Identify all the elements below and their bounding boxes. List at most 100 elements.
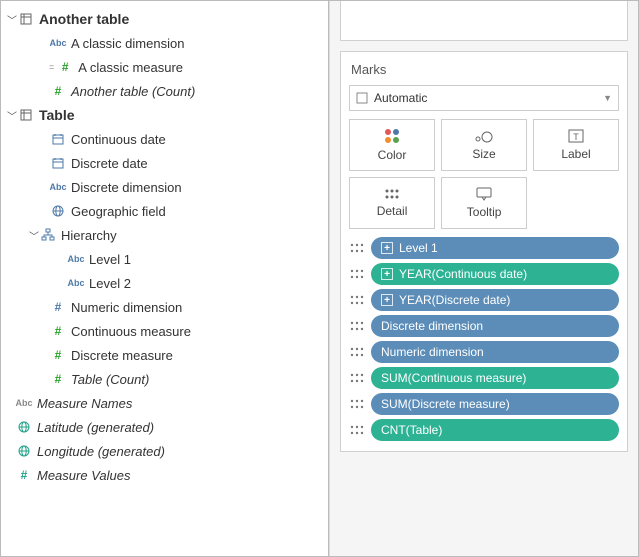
marks-type-dropdown[interactable]: Automatic ▼ — [349, 85, 619, 111]
field-row[interactable]: Continuous date — [1, 127, 328, 151]
expand-plus-icon[interactable]: + — [381, 268, 393, 280]
field-label: Measure Names — [33, 396, 132, 411]
marks-detail-button[interactable]: Detail — [349, 177, 435, 229]
field-pill[interactable]: SUM(Discrete measure) — [371, 393, 619, 415]
field-pill[interactable]: + YEAR(Continuous date) — [371, 263, 619, 285]
abc-icon: Abc — [67, 278, 85, 288]
automatic-icon — [356, 92, 368, 104]
field-row[interactable]: # Measure Values — [1, 463, 328, 487]
collapse-icon: ﹀ — [7, 108, 17, 123]
field-row[interactable]: # Table (Count) — [1, 367, 328, 391]
detail-icon — [349, 240, 365, 256]
field-row[interactable]: Abc Level 2 — [1, 271, 328, 295]
table-header[interactable]: ﹀ Another table — [1, 7, 328, 31]
field-pill[interactable]: SUM(Continuous measure) — [371, 367, 619, 389]
pill-row: + Level 1 — [349, 237, 619, 259]
number-icon: # — [49, 348, 67, 362]
pill-row: SUM(Continuous measure) — [349, 367, 619, 389]
pill-label: SUM(Discrete measure) — [381, 397, 510, 411]
detail-icon — [384, 188, 400, 200]
field-label: A classic measure — [74, 60, 183, 75]
field-pill[interactable]: + Level 1 — [371, 237, 619, 259]
field-row[interactable]: Latitude (generated) — [1, 415, 328, 439]
marks-color-button[interactable]: Color — [349, 119, 435, 171]
field-row[interactable]: Abc Level 1 — [1, 247, 328, 271]
marks-tooltip-button[interactable]: Tooltip — [441, 177, 527, 229]
globe-icon — [15, 445, 33, 457]
pill-label: SUM(Continuous measure) — [381, 371, 526, 385]
table-name: Another table — [35, 11, 129, 27]
abc-icon: Abc — [15, 398, 33, 408]
field-label: Table (Count) — [67, 372, 149, 387]
pill-label: Level 1 — [399, 241, 438, 255]
field-row[interactable]: # Continuous measure — [1, 319, 328, 343]
field-label: Geographic field — [67, 204, 166, 219]
number-icon: # — [49, 324, 67, 338]
field-label: Continuous date — [67, 132, 166, 147]
field-label: Discrete dimension — [67, 180, 182, 195]
table-header[interactable]: ﹀ Table — [1, 103, 328, 127]
pill-row: CNT(Table) — [349, 419, 619, 441]
field-row[interactable]: =# A classic measure — [1, 55, 328, 79]
field-pill[interactable]: Numeric dimension — [371, 341, 619, 363]
size-icon — [474, 129, 494, 143]
detail-icon — [349, 422, 365, 438]
date-icon — [49, 157, 67, 169]
pill-label: Discrete dimension — [381, 319, 483, 333]
number-icon: # — [49, 300, 67, 314]
field-row[interactable]: Abc Discrete dimension — [1, 175, 328, 199]
field-row[interactable]: Geographic field — [1, 199, 328, 223]
field-label: Numeric dimension — [67, 300, 182, 315]
detail-icon — [349, 396, 365, 412]
expand-plus-icon[interactable]: + — [381, 294, 393, 306]
data-pane: ﹀ Another table Abc A classic dimension … — [1, 1, 329, 556]
field-row[interactable]: Longitude (generated) — [1, 439, 328, 463]
field-label: Level 1 — [85, 252, 131, 267]
number-icon: # — [56, 60, 74, 74]
globe-icon — [15, 421, 33, 433]
field-row[interactable]: # Numeric dimension — [1, 295, 328, 319]
field-label: Latitude (generated) — [33, 420, 154, 435]
globe-icon — [49, 205, 67, 217]
field-label: Continuous measure — [67, 324, 191, 339]
abc-icon: Abc — [49, 38, 67, 48]
number-icon: # — [15, 468, 33, 482]
marks-label-label: Label — [561, 147, 590, 161]
number-icon: # — [49, 84, 67, 98]
collapse-icon: ﹀ — [7, 12, 17, 27]
field-label: A classic dimension — [67, 36, 184, 51]
field-label: Measure Values — [33, 468, 130, 483]
abc-icon: Abc — [49, 182, 67, 192]
field-label: Another table (Count) — [67, 84, 195, 99]
filters-card-edge — [340, 1, 628, 41]
pill-label: CNT(Table) — [381, 423, 442, 437]
expand-plus-icon[interactable]: + — [381, 242, 393, 254]
field-row[interactable]: Abc Measure Names — [1, 391, 328, 415]
field-row[interactable]: # Another table (Count) — [1, 79, 328, 103]
field-row[interactable]: # Discrete measure — [1, 343, 328, 367]
field-pill[interactable]: CNT(Table) — [371, 419, 619, 441]
pill-row: Numeric dimension — [349, 341, 619, 363]
marks-detail-label: Detail — [377, 204, 408, 218]
field-pill[interactable]: Discrete dimension — [371, 315, 619, 337]
pill-row: + YEAR(Continuous date) — [349, 263, 619, 285]
marks-title: Marks — [349, 60, 619, 85]
field-label: Hierarchy — [57, 228, 117, 243]
field-row[interactable]: Discrete date — [1, 151, 328, 175]
field-label: Discrete date — [67, 156, 148, 171]
field-row[interactable]: Abc A classic dimension — [1, 31, 328, 55]
marks-tooltip-label: Tooltip — [467, 205, 502, 219]
marks-type-label: Automatic — [374, 91, 427, 105]
field-label: Discrete measure — [67, 348, 173, 363]
marks-label-button[interactable]: T Label — [533, 119, 619, 171]
marks-size-label: Size — [472, 147, 495, 161]
detail-icon — [349, 370, 365, 386]
calc-prefix-icon: = — [49, 62, 54, 72]
detail-icon — [349, 344, 365, 360]
detail-icon — [349, 292, 365, 308]
table-icon — [17, 109, 35, 121]
marks-size-button[interactable]: Size — [441, 119, 527, 171]
marks-color-label: Color — [378, 148, 407, 162]
field-pill[interactable]: + YEAR(Discrete date) — [371, 289, 619, 311]
field-row[interactable]: ﹀ Hierarchy — [1, 223, 328, 247]
